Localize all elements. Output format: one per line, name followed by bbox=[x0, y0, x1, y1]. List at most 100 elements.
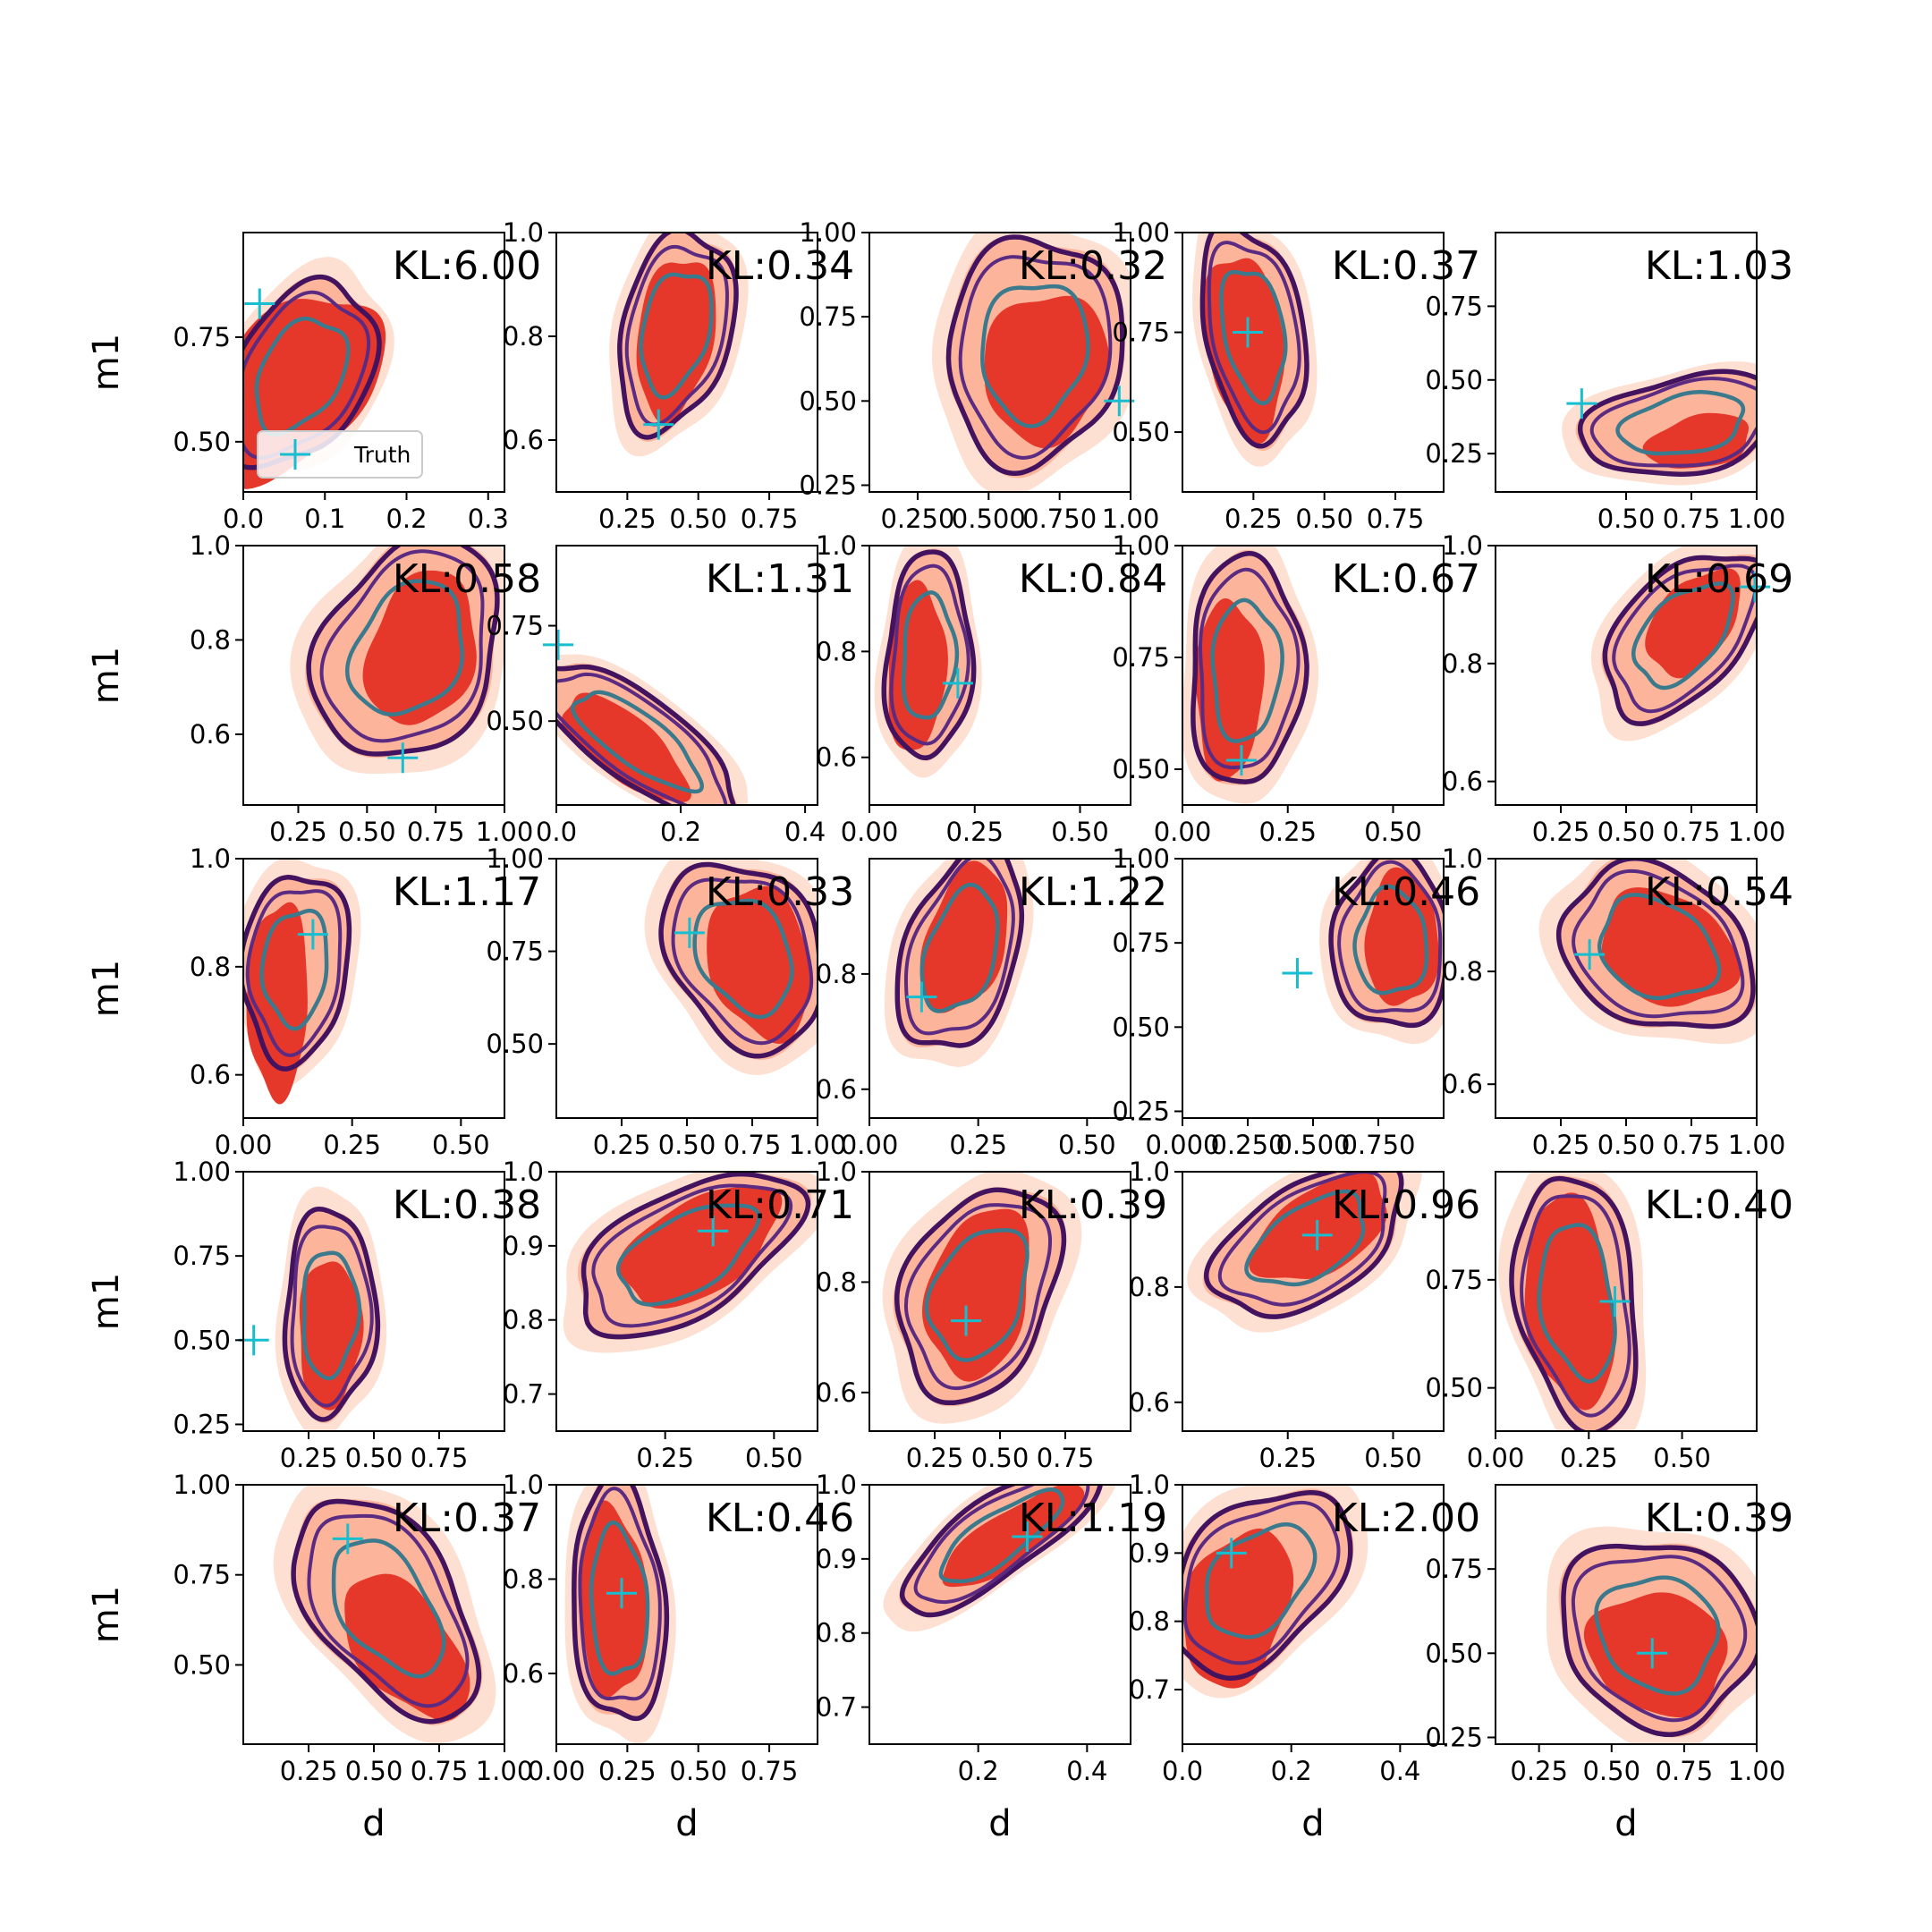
x-tick-label: 0.25 bbox=[1532, 1130, 1590, 1160]
panel-density bbox=[882, 1172, 1082, 1424]
y-tick-label: 0.7 bbox=[503, 1379, 544, 1410]
x-tick-label: 0.25 bbox=[269, 817, 327, 847]
y-tick-label: 0.50 bbox=[173, 427, 231, 457]
x-tick-label: 0.2 bbox=[1271, 1756, 1312, 1786]
density-fill-core bbox=[561, 692, 691, 802]
y-tick-label: 0.75 bbox=[486, 611, 544, 641]
axes-frame bbox=[869, 1484, 1131, 1745]
contour-middle bbox=[913, 1485, 1090, 1605]
panel-density bbox=[1187, 1172, 1422, 1333]
legend-label: Truth bbox=[353, 442, 411, 468]
y-tick-label: 0.8 bbox=[1442, 648, 1483, 679]
panel-density bbox=[273, 1485, 496, 1744]
contour-inner bbox=[919, 882, 1000, 1013]
x-axis-label: d bbox=[1301, 1803, 1324, 1844]
contour-middle bbox=[1589, 377, 1757, 468]
axes-frame bbox=[1182, 545, 1445, 806]
x-tick-label: 0.50 bbox=[658, 1130, 716, 1160]
panel-4: 0.25 0.50 0.75 0.50 0.75 1.00 KL:0.37 bbox=[1112, 217, 1480, 534]
y-tick-label: 1.0 bbox=[816, 530, 857, 561]
y-tick-label: 0.8 bbox=[816, 1618, 857, 1648]
contour-inner bbox=[1597, 893, 1722, 1001]
y-tick-label: 0.9 bbox=[503, 1231, 544, 1261]
panel-density bbox=[644, 859, 818, 1075]
contour-inner bbox=[254, 316, 351, 437]
y-tick-label: 1.0 bbox=[190, 530, 231, 561]
contour-middle bbox=[624, 244, 729, 427]
contour-outer bbox=[945, 234, 1125, 476]
contour-inner bbox=[259, 908, 329, 1031]
truth-marker bbox=[1566, 388, 1597, 419]
x-tick-label: 0.00 bbox=[1467, 1443, 1525, 1473]
y-tick-label: 0.50 bbox=[1112, 417, 1170, 447]
y-tick-label: 0.50 bbox=[486, 1029, 544, 1059]
x-tick-label: 0.50 bbox=[1364, 817, 1422, 847]
x-tick-label: 0.750 bbox=[1022, 504, 1097, 534]
contour-middle bbox=[671, 877, 814, 1046]
panel-15: 0.25 0.50 0.75 1.00 0.6 0.8 1.0 KL:0.54 bbox=[1442, 843, 1793, 1160]
y-tick-label: 1.0 bbox=[503, 1470, 544, 1500]
panel-density bbox=[1562, 361, 1757, 486]
x-tick-label: 0.25 bbox=[1224, 504, 1283, 534]
contour-middle bbox=[1217, 1172, 1387, 1307]
panel-density bbox=[932, 233, 1131, 492]
y-tick-label: 0.50 bbox=[799, 386, 857, 416]
kl-annotation: KL:0.37 bbox=[1332, 243, 1480, 289]
x-tick-label: 0.75 bbox=[1656, 1756, 1714, 1786]
contour-inner bbox=[615, 1203, 761, 1307]
x-tick-label: 0.50 bbox=[1597, 1130, 1656, 1160]
x-tick-label: 0.50 bbox=[345, 1756, 403, 1786]
truth-marker bbox=[1225, 745, 1257, 775]
contour-inner bbox=[1594, 1575, 1721, 1696]
x-tick-label: 0.00 bbox=[1154, 817, 1212, 847]
axes-frame bbox=[242, 858, 505, 1119]
kl-annotation: KL:0.33 bbox=[706, 869, 854, 915]
panel-density bbox=[1182, 1485, 1368, 1699]
legend: Truth bbox=[257, 430, 423, 479]
contour-middle bbox=[889, 564, 970, 746]
y-axis-label: m1 bbox=[86, 334, 127, 391]
x-tick-label: 0.50 bbox=[1582, 1756, 1640, 1786]
x-tick-label: 0.25 bbox=[280, 1756, 338, 1786]
y-tick-label: 1.00 bbox=[173, 1470, 231, 1500]
x-tick-label: 0.50 bbox=[1653, 1443, 1711, 1473]
x-tick-label: 0.50 bbox=[971, 1443, 1030, 1473]
x-tick-label: 0.00 bbox=[528, 1756, 586, 1786]
y-tick-label: 0.50 bbox=[1112, 1012, 1170, 1042]
x-tick-label: 0.75 bbox=[741, 504, 799, 534]
contour-middle bbox=[1198, 567, 1301, 770]
contour-outer bbox=[899, 1485, 1104, 1618]
legend-box bbox=[257, 430, 423, 479]
x-tick-label: 1.00 bbox=[789, 1130, 847, 1160]
y-tick-label: 1.0 bbox=[190, 843, 231, 874]
panel-25: 0.25 0.50 0.75 1.00 0.25 0.50 0.75 KL:0.39 d bbox=[1425, 1484, 1793, 1844]
x-tick-label: 0.2 bbox=[958, 1756, 999, 1786]
panel-13: 0.00 0.25 0.50 0.6 0.8 KL:1.22 bbox=[816, 858, 1167, 1160]
contour-inner bbox=[1537, 1223, 1617, 1384]
panel-19: 0.25 0.50 0.6 0.8 1.0 KL:0.96 bbox=[1129, 1157, 1480, 1473]
y-tick-label: 1.00 bbox=[486, 843, 544, 874]
contour-outer bbox=[243, 875, 352, 1072]
density-fill-core bbox=[707, 886, 811, 1044]
panel-density bbox=[1590, 546, 1757, 741]
y-tick-label: 0.9 bbox=[1129, 1538, 1170, 1568]
contour-outer bbox=[1191, 550, 1309, 784]
contour-inner bbox=[331, 1538, 446, 1679]
kl-annotation: KL:0.32 bbox=[1019, 243, 1167, 289]
contour-outer bbox=[1328, 859, 1444, 1029]
contour-outer bbox=[1199, 233, 1309, 449]
kl-annotation: KL:2.00 bbox=[1332, 1496, 1480, 1541]
y-tick-label: 0.9 bbox=[816, 1544, 857, 1574]
contour-middle bbox=[1520, 1194, 1631, 1418]
y-tick-label: 0.6 bbox=[503, 1658, 544, 1689]
truth-marker bbox=[1740, 572, 1770, 603]
x-tick-label: 0.50 bbox=[432, 1130, 490, 1160]
panel-density bbox=[556, 654, 749, 805]
axes-frame bbox=[1495, 1484, 1758, 1745]
truth-marker bbox=[606, 1578, 637, 1609]
y-tick-label: 0.25 bbox=[799, 470, 857, 500]
y-tick-label: 0.8 bbox=[503, 321, 544, 352]
x-tick-label: 0.50 bbox=[338, 817, 396, 847]
truth-marker bbox=[906, 981, 937, 1013]
